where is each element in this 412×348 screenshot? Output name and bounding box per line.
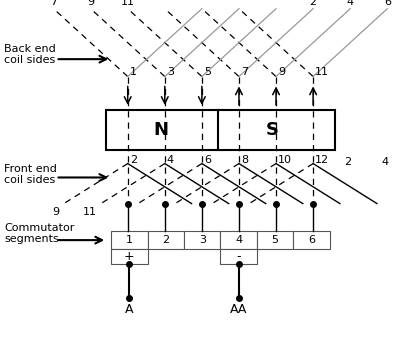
Text: 2: 2 [344, 157, 351, 167]
Text: 4: 4 [381, 157, 388, 167]
Text: 2: 2 [130, 155, 137, 165]
Text: 11: 11 [83, 207, 97, 217]
Text: 10: 10 [278, 155, 292, 165]
Bar [147, 231, 184, 249]
Text: AA: AA [230, 303, 247, 316]
Text: 4: 4 [346, 0, 354, 7]
Text: 6: 6 [204, 155, 211, 165]
Text: 3: 3 [199, 235, 206, 245]
Text: 9: 9 [278, 66, 285, 77]
Text: Back end
coil sides: Back end coil sides [4, 44, 56, 65]
Bar [111, 249, 147, 264]
Text: Front end
coil sides: Front end coil sides [4, 164, 57, 185]
Text: 1: 1 [126, 235, 133, 245]
Text: 5: 5 [204, 66, 211, 77]
Text: 8: 8 [241, 155, 248, 165]
Text: 6: 6 [384, 0, 391, 7]
Text: 2: 2 [309, 0, 317, 7]
Text: 2: 2 [162, 235, 169, 245]
Bar [220, 231, 257, 249]
Bar [293, 231, 330, 249]
Text: A: A [125, 303, 133, 316]
Bar [257, 231, 293, 249]
Text: 11: 11 [315, 66, 329, 77]
Text: 3: 3 [167, 66, 174, 77]
Text: -: - [236, 250, 241, 263]
Text: 7: 7 [241, 66, 248, 77]
Bar [184, 231, 220, 249]
Text: 12: 12 [315, 155, 329, 165]
Text: 5: 5 [272, 235, 279, 245]
Text: 4: 4 [235, 235, 242, 245]
Text: 11: 11 [121, 0, 135, 7]
Bar [111, 231, 147, 249]
Text: Commutator
segments: Commutator segments [4, 223, 75, 244]
Bar [106, 110, 223, 150]
Text: 9: 9 [87, 0, 94, 7]
Text: S: S [265, 121, 279, 139]
Bar [218, 110, 335, 150]
Text: 7: 7 [50, 0, 57, 7]
Text: 1: 1 [130, 66, 137, 77]
Text: 6: 6 [308, 235, 315, 245]
Bar [220, 249, 257, 264]
Text: +: + [124, 250, 135, 263]
Text: 9: 9 [53, 207, 60, 217]
Text: 4: 4 [167, 155, 174, 165]
Text: N: N [153, 121, 168, 139]
